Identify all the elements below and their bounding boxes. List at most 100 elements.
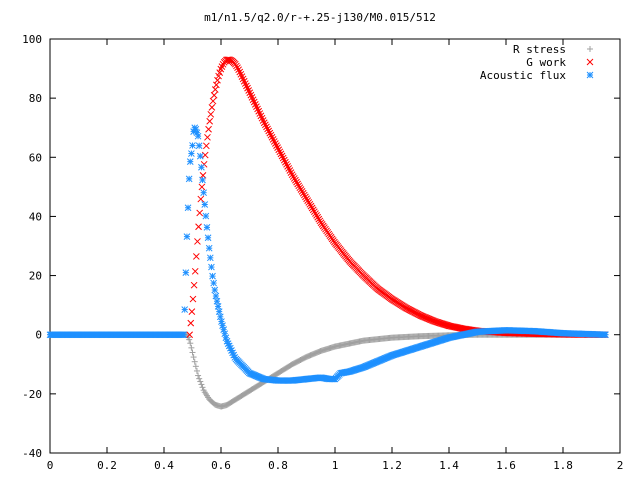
data-point xyxy=(277,150,285,158)
data-point xyxy=(188,308,196,315)
data-point xyxy=(195,372,202,379)
data-point xyxy=(196,209,204,217)
data-point xyxy=(209,97,217,105)
data-point xyxy=(307,202,315,210)
data-point xyxy=(218,318,225,325)
data-point xyxy=(193,367,200,374)
data-point xyxy=(180,331,187,339)
data-point xyxy=(285,165,293,172)
data-point xyxy=(602,331,609,339)
data-point xyxy=(310,208,318,216)
y-tick-label: 20 xyxy=(29,270,42,283)
data-point xyxy=(267,131,275,139)
data-point xyxy=(199,176,206,184)
data-point xyxy=(190,281,198,289)
data-point xyxy=(197,195,205,203)
data-point xyxy=(195,223,202,231)
data-point xyxy=(191,267,199,275)
data-point xyxy=(187,319,195,327)
data-point xyxy=(189,349,196,356)
data-point xyxy=(208,263,215,271)
data-point xyxy=(221,330,229,338)
y-tick-label: 0 xyxy=(35,329,42,342)
data-point xyxy=(300,191,308,199)
data-point xyxy=(202,142,210,150)
y-tick-label: -20 xyxy=(22,388,42,401)
data-point xyxy=(200,189,207,197)
y-tick-label: 80 xyxy=(29,92,42,105)
data-point xyxy=(289,173,297,180)
data-point xyxy=(198,183,206,191)
data-point xyxy=(210,91,218,99)
data-point xyxy=(286,167,294,174)
data-point xyxy=(312,210,319,217)
data-point xyxy=(261,121,269,129)
data-point xyxy=(308,204,316,212)
x-tick-label: 0.2 xyxy=(97,459,117,472)
data-point xyxy=(270,138,278,145)
x-tick-label: 1.2 xyxy=(382,459,402,472)
data-point xyxy=(298,188,306,195)
data-point xyxy=(186,336,193,343)
axes: 0 0.2 0.4 0.6 0.8 1 1.2 1.4 1.6 1.8 2 -40 -20 0 20 40 60… xyxy=(22,33,623,472)
y-tick-label: 60 xyxy=(29,151,42,164)
data-point xyxy=(192,363,199,370)
y-tick-label: 40 xyxy=(29,210,42,223)
series-layer xyxy=(46,56,609,410)
legend-label: R stress xyxy=(513,43,566,56)
data-point xyxy=(305,199,313,206)
data-point xyxy=(205,125,212,133)
data-point xyxy=(294,180,301,188)
data-point xyxy=(181,306,189,313)
data-point xyxy=(182,269,190,276)
data-point xyxy=(303,195,310,203)
data-point xyxy=(306,200,314,208)
data-point xyxy=(199,384,206,391)
legend-marker xyxy=(587,46,593,52)
data-point xyxy=(204,234,212,242)
data-point xyxy=(201,201,209,208)
data-point xyxy=(214,76,221,84)
legend-label: G work xyxy=(526,56,566,69)
data-point xyxy=(203,224,211,231)
data-point xyxy=(274,144,281,152)
x-tick-label: 1.8 xyxy=(553,459,573,472)
data-point xyxy=(272,140,279,147)
data-point xyxy=(211,286,219,294)
data-point xyxy=(297,186,305,193)
data-point xyxy=(315,215,323,223)
x-tick-label: 2 xyxy=(617,459,624,472)
data-point xyxy=(313,212,320,219)
data-point xyxy=(309,206,317,214)
data-point xyxy=(188,150,195,157)
data-point xyxy=(198,163,205,171)
data-point xyxy=(214,303,222,310)
x-tick-label: 0.8 xyxy=(268,459,288,472)
data-point xyxy=(234,64,241,72)
data-point xyxy=(186,331,194,339)
data-point xyxy=(198,381,205,388)
data-point xyxy=(276,148,284,156)
data-point xyxy=(220,326,228,333)
data-point xyxy=(192,125,200,133)
x-tick-label: 0 xyxy=(47,459,54,472)
data-point xyxy=(292,176,299,184)
y-tick-label: -40 xyxy=(22,447,42,460)
data-point xyxy=(279,154,287,162)
series-r-stress xyxy=(47,331,609,410)
data-point xyxy=(183,233,191,240)
data-point xyxy=(202,212,210,220)
data-point xyxy=(189,142,196,149)
data-point xyxy=(219,322,226,329)
data-point xyxy=(299,189,307,197)
data-point xyxy=(269,135,277,143)
data-point xyxy=(192,253,200,260)
data-point xyxy=(264,125,271,133)
data-point xyxy=(184,204,192,212)
data-point xyxy=(209,272,216,280)
data-point xyxy=(206,254,214,262)
data-point xyxy=(288,171,296,179)
y-tick-label: 100 xyxy=(22,33,42,46)
